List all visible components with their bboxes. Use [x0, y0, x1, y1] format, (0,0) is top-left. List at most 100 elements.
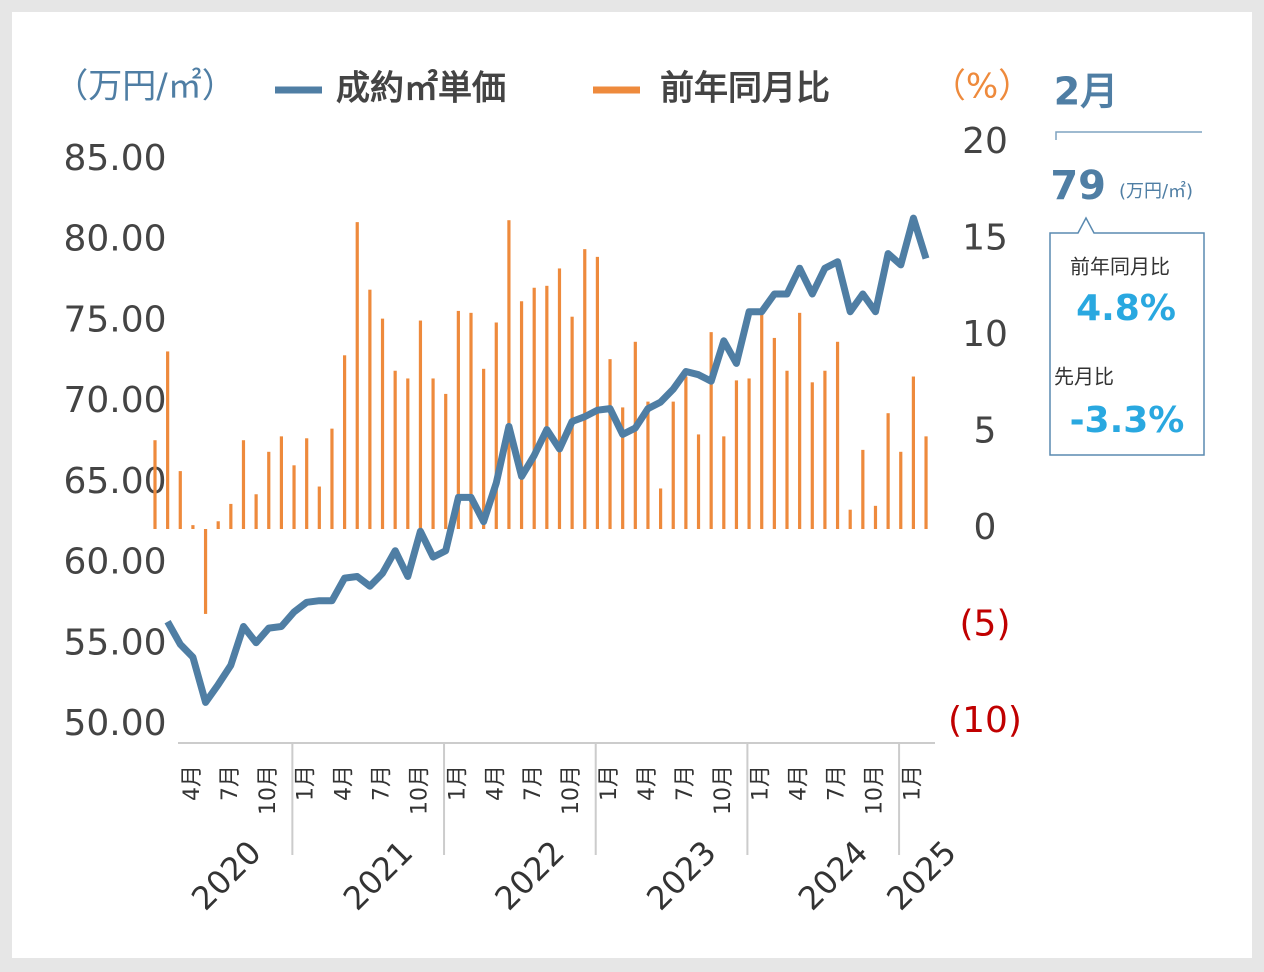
bar — [823, 370, 827, 529]
x-tick-label: 7月 — [673, 765, 698, 801]
bar — [532, 287, 536, 529]
y2-tick-label: (10) — [948, 700, 1022, 741]
y2-unit-label: （%） — [932, 67, 1032, 107]
bar — [671, 401, 675, 529]
bar — [431, 378, 435, 529]
bar — [279, 436, 283, 529]
bar — [469, 312, 473, 529]
panel-mom-label: 先月比 — [1054, 365, 1114, 389]
panel-price-unit: (万円/㎡) — [1119, 180, 1193, 202]
x-tick-label: 10月 — [256, 765, 281, 815]
y-tick-label: 60.00 — [63, 542, 166, 583]
bar — [153, 440, 157, 529]
bar — [482, 368, 486, 529]
bar — [229, 503, 233, 529]
panel-mom-value: -3.3% — [1070, 400, 1185, 441]
bar — [216, 521, 220, 529]
bar — [924, 436, 928, 529]
legend-label: 成約㎡単価 — [336, 69, 506, 109]
y-tick-label: 70.00 — [63, 380, 166, 421]
bar — [393, 370, 397, 529]
x-tick-label: 7月 — [218, 765, 243, 801]
x-tick-label: 7月 — [370, 765, 395, 801]
bar — [545, 285, 549, 529]
x-tick-label: 4月 — [787, 765, 812, 801]
bar — [785, 370, 789, 529]
bar — [848, 509, 852, 529]
bar — [406, 378, 410, 529]
bar — [166, 351, 170, 529]
bar — [810, 382, 814, 529]
bar — [355, 222, 359, 529]
bar — [418, 320, 423, 529]
x-tick-label: 4月 — [483, 765, 508, 801]
bar — [557, 268, 562, 529]
bar — [911, 376, 915, 529]
info-panel: 2月 79 (万円/㎡) 前年同月比 4.8% 先月比 -3.3% — [1049, 70, 1205, 456]
bar — [380, 318, 385, 529]
bar — [760, 312, 764, 529]
panel-month: 2月 — [1054, 70, 1118, 114]
y2-tick-label: 15 — [962, 218, 1008, 259]
x-tick-label: 10月 — [559, 765, 584, 815]
bar — [330, 428, 334, 529]
bar — [861, 449, 865, 529]
legend-label: 前年同月比 — [660, 69, 830, 109]
x-tick-label: 10月 — [711, 765, 736, 815]
bar — [203, 529, 208, 614]
bar — [747, 378, 751, 529]
bar — [241, 440, 246, 529]
x-tick-label: 4月 — [635, 765, 660, 801]
bar — [456, 310, 460, 529]
bar — [696, 434, 701, 529]
x-tick-label: 1月 — [900, 765, 925, 801]
bar — [368, 289, 372, 529]
y2-tick-label: 5 — [974, 411, 997, 452]
x-tick-label: 7月 — [521, 765, 546, 801]
bar — [191, 525, 195, 529]
bar — [633, 341, 637, 529]
x-tick-label: 10月 — [407, 765, 432, 815]
y2-tick-label: 0 — [974, 507, 997, 548]
panel-price: 79 — [1050, 163, 1106, 209]
x-tick-label: 10月 — [862, 765, 887, 815]
panel-box — [1049, 216, 1205, 456]
bar — [583, 249, 587, 529]
panel-yoy-label: 前年同月比 — [1070, 255, 1170, 279]
bar — [519, 301, 524, 529]
bar — [267, 451, 271, 529]
bar — [798, 312, 802, 529]
bar — [646, 401, 650, 529]
x-tick-label: 1月 — [445, 765, 470, 801]
y-tick-label: 75.00 — [63, 299, 166, 340]
bar — [254, 494, 258, 529]
bar — [507, 220, 511, 529]
bar — [684, 376, 688, 529]
bar — [494, 322, 498, 529]
bar — [305, 438, 309, 529]
bar — [608, 359, 612, 529]
x-tick-label: 4月 — [332, 765, 357, 801]
y-tick-label: 85.00 — [63, 138, 166, 179]
y2-tick-label: (5) — [960, 604, 1011, 645]
bar — [595, 256, 599, 529]
panel-background — [12, 12, 1252, 958]
bar — [659, 488, 663, 529]
y-tick-label: 55.00 — [63, 622, 166, 663]
bar — [734, 380, 739, 529]
y-unit-label: （万円/㎡） — [54, 67, 235, 107]
bar — [886, 413, 890, 529]
bar — [899, 451, 903, 529]
bar — [292, 465, 296, 529]
x-tick-label: 1月 — [597, 765, 622, 801]
bar — [709, 332, 713, 529]
x-tick-label: 1月 — [294, 765, 319, 801]
line — [164, 214, 930, 706]
bar — [772, 337, 776, 529]
panel-yoy-value: 4.8% — [1076, 288, 1176, 329]
bar — [722, 436, 726, 529]
bar — [621, 407, 625, 529]
bar — [873, 505, 878, 529]
